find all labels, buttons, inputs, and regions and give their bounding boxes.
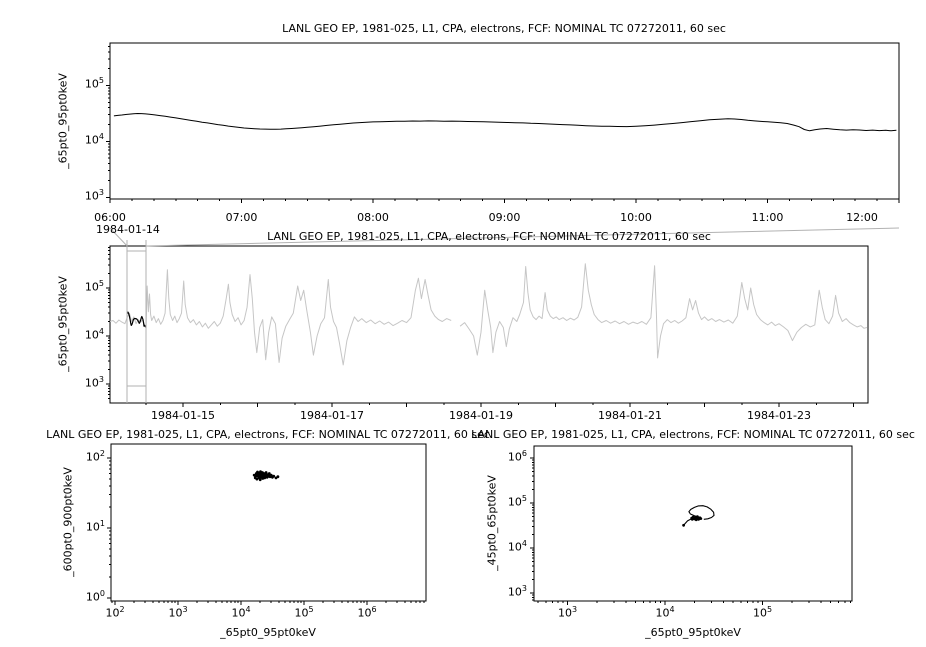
plot3-frame: [110, 443, 427, 602]
plot4-frame: [533, 445, 853, 602]
plot4-scatter-point: [693, 517, 696, 520]
plot3-scatter-point: [264, 471, 268, 474]
zoom-connector-right: [145, 227, 900, 247]
plot3-canvas[interactable]: [111, 444, 426, 601]
plot4-canvas[interactable]: [534, 446, 852, 601]
plot3-scatter-point: [276, 475, 280, 479]
plot1-canvas[interactable]: [110, 43, 899, 199]
plot3-scatter-point: [266, 475, 269, 479]
overview-selected-series-line: [126, 311, 147, 328]
overview-series-line: [109, 263, 868, 366]
plot3-scatter-point: [268, 473, 272, 477]
plot3-scatter-point: [272, 474, 276, 478]
plot2-frame: [109, 245, 869, 404]
plot4-scatter-point: [682, 523, 685, 527]
plot2-overview-canvas[interactable]: [110, 246, 868, 403]
plot3-scatter-point: [253, 476, 257, 480]
plot4-scatter-point: [699, 517, 703, 520]
plot3-scatter-point: [262, 473, 266, 477]
plot4-scatter-point: [696, 515, 699, 519]
zoom-connector-left: [109, 227, 128, 247]
plot3-scatter-point: [258, 478, 262, 482]
plot1-series-line: [113, 113, 897, 132]
overview-selection-box[interactable]: [127, 246, 146, 403]
